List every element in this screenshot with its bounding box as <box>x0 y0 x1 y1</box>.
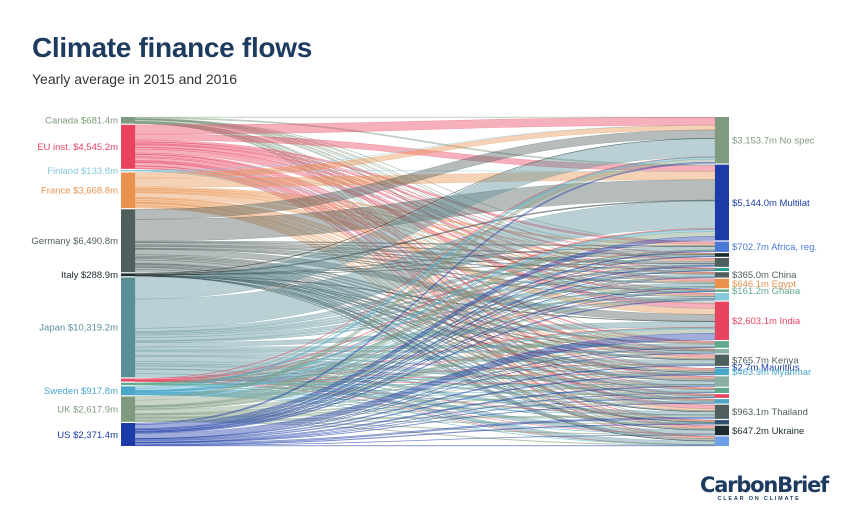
sankey-link <box>134 291 716 433</box>
source-label: Canada $681.4m <box>45 116 118 127</box>
sankey-link <box>134 434 716 446</box>
target-label: $647.2m Ukraine <box>732 426 804 437</box>
source-node <box>121 117 135 124</box>
target-label: $646.1m Egypt <box>732 279 796 290</box>
target-node <box>715 272 729 278</box>
page-title: Climate finance flows <box>32 32 312 63</box>
target-node <box>715 289 729 292</box>
sankey-link <box>134 347 716 439</box>
target-node <box>715 301 729 340</box>
target-label: $161.2m Ghana <box>732 286 801 297</box>
source-node <box>121 396 135 422</box>
source-label: Italy $288.9m <box>61 270 118 281</box>
target-label: $765.7m Kenya <box>732 356 799 367</box>
source-node <box>121 382 135 386</box>
target-node <box>715 368 729 376</box>
target-node <box>715 258 729 267</box>
sankey-links <box>134 116 716 447</box>
source-label: UK $2,617.9m <box>57 404 118 415</box>
target-node <box>715 376 729 387</box>
target-label: $5,144.0m Multilat <box>732 198 810 209</box>
page-subtitle: Yearly average in 2015 and 2016 <box>32 71 237 87</box>
target-node <box>715 268 729 271</box>
sankey-link <box>134 397 716 443</box>
target-node <box>715 293 729 301</box>
source-node <box>121 124 135 169</box>
source-node <box>121 172 135 209</box>
target-label: $463.9m Myanmar <box>732 367 811 378</box>
target-node <box>715 425 729 436</box>
target-label: $702.7m Africa, reg. <box>732 242 817 253</box>
target-node <box>715 164 729 241</box>
carbonbrief-logo: CarbonBrief CLEAR ON CLIMATE <box>700 473 829 502</box>
logo-tagline: CLEAR ON CLIMATE <box>717 496 801 502</box>
sankey-link <box>134 385 716 443</box>
target-node <box>715 278 729 289</box>
target-node <box>715 387 729 394</box>
source-label: Japan $10,319.2m <box>39 323 118 334</box>
target-node <box>715 341 729 348</box>
sankey-link <box>134 161 716 425</box>
target-node <box>715 436 729 446</box>
source-label: Sweden $917.8m <box>44 386 118 397</box>
logo-name: CarbonBrief <box>700 473 829 497</box>
target-node <box>715 241 729 252</box>
sankey-link <box>134 270 716 432</box>
target-node <box>715 354 729 366</box>
sankey-link <box>134 445 716 447</box>
source-labels: Canada $681.4m EU inst. $4,545.2m Finland … <box>31 116 118 441</box>
target-labels: $3,153.7m No spec $5,144.0m Multilat $702.… <box>732 136 817 437</box>
target-node <box>715 367 729 368</box>
source-node <box>121 386 135 396</box>
sankey-link <box>134 236 716 429</box>
source-label: US $2,371.4m <box>57 430 118 441</box>
source-node <box>121 378 135 382</box>
source-node <box>121 273 135 277</box>
source-label: Germany $6,490.8m <box>31 236 118 247</box>
source-label: Finland $133.8m <box>47 166 118 177</box>
source-nodes <box>121 117 135 446</box>
target-label: $2,603.1m India <box>732 316 801 327</box>
target-node <box>715 117 729 164</box>
source-node <box>121 209 135 273</box>
source-label: France $3,668.8m <box>41 186 118 197</box>
target-node <box>715 404 729 419</box>
source-node <box>121 423 135 446</box>
target-label: $365.0m China <box>732 270 797 281</box>
target-node <box>715 394 729 398</box>
target-node <box>715 348 729 354</box>
target-nodes <box>715 117 729 446</box>
target-node <box>715 399 729 404</box>
sankey-link <box>134 423 716 446</box>
target-label: $3,153.7m No spec <box>732 136 815 147</box>
source-node <box>121 170 135 172</box>
source-label: EU inst. $4,545.2m <box>37 142 118 153</box>
target-node <box>715 253 729 257</box>
target-label: $963.1m Thailand <box>732 407 808 418</box>
target-label: $2.7m Mauritius <box>732 362 800 373</box>
source-node <box>121 277 135 378</box>
target-node <box>715 420 729 425</box>
